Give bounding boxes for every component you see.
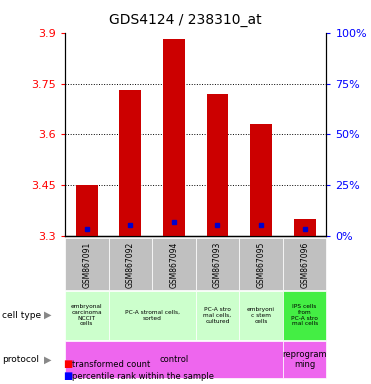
Bar bbox=[163, 40, 185, 236]
Text: reprogram
ming: reprogram ming bbox=[282, 350, 327, 369]
Text: PC-A stro
mal cells,
cultured: PC-A stro mal cells, cultured bbox=[203, 307, 232, 324]
Text: embryonal
carcinoma
NCCIT
cells: embryonal carcinoma NCCIT cells bbox=[71, 304, 102, 326]
Text: ▶: ▶ bbox=[44, 354, 51, 364]
Bar bbox=[294, 219, 316, 236]
Bar bbox=[250, 124, 272, 236]
Text: PC-A stromal cells,
sorted: PC-A stromal cells, sorted bbox=[125, 310, 180, 321]
Text: embryoni
c stem
cells: embryoni c stem cells bbox=[247, 307, 275, 324]
Text: GSM867093: GSM867093 bbox=[213, 242, 222, 288]
Text: control: control bbox=[159, 355, 188, 364]
Bar bbox=[119, 90, 141, 236]
Text: GSM867096: GSM867096 bbox=[300, 242, 309, 288]
Bar bbox=[76, 185, 98, 236]
Text: transformed count: transformed count bbox=[72, 361, 151, 369]
Text: GSM867094: GSM867094 bbox=[170, 242, 178, 288]
Text: ▶: ▶ bbox=[44, 310, 51, 320]
Text: ■: ■ bbox=[63, 371, 72, 381]
Text: GDS4124 / 238310_at: GDS4124 / 238310_at bbox=[109, 13, 262, 27]
Text: cell type: cell type bbox=[2, 311, 41, 320]
Text: protocol: protocol bbox=[2, 355, 39, 364]
Text: ■: ■ bbox=[63, 359, 72, 369]
Text: percentile rank within the sample: percentile rank within the sample bbox=[72, 372, 214, 381]
Bar bbox=[207, 94, 229, 236]
Text: IPS cells
from
PC-A stro
mal cells: IPS cells from PC-A stro mal cells bbox=[291, 304, 318, 326]
Text: GSM867092: GSM867092 bbox=[126, 242, 135, 288]
Text: GSM867091: GSM867091 bbox=[82, 242, 91, 288]
Text: GSM867095: GSM867095 bbox=[257, 242, 266, 288]
